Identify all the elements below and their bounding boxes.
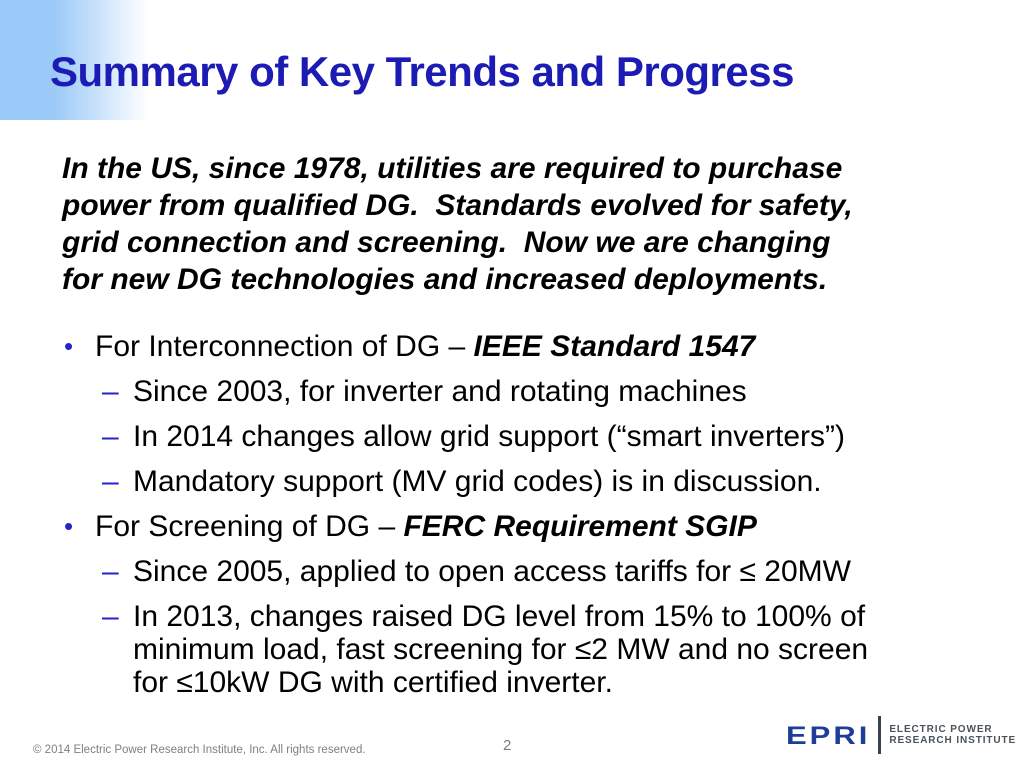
epri-wordmark-icon: EPRI bbox=[786, 720, 871, 750]
dash-icon: – bbox=[102, 555, 119, 588]
logo-tagline-line2: RESEARCH INSTITUTE bbox=[889, 735, 1017, 746]
sub-bullet-mandatory-support: – Mandatory support (MV grid codes) is in… bbox=[0, 465, 1024, 498]
sub-bullet-since-2003: – Since 2003, for inverter and rotating m… bbox=[0, 375, 1024, 408]
intro-paragraph: In the US, since 1978, utilities are req… bbox=[62, 150, 964, 298]
bullet-text: For Screening of DG – bbox=[95, 510, 404, 543]
sub-bullet-text-line: minimum load, fast screening for ≤2 MW a… bbox=[133, 633, 869, 666]
sub-bullet-2014-changes: – In 2014 changes allow grid support (“sm… bbox=[0, 420, 1024, 453]
intro-line: for new DG technologies and increased de… bbox=[62, 263, 828, 296]
dash-icon: – bbox=[102, 420, 119, 453]
sub-bullet-text: Mandatory support (MV grid codes) is in … bbox=[133, 465, 822, 498]
logo-divider bbox=[878, 716, 882, 754]
sub-bullet-text: In 2014 changes allow grid support (“sma… bbox=[133, 420, 845, 453]
intro-line: power from qualified DG. Standards evolv… bbox=[62, 189, 853, 222]
sub-bullet-since-2005: – Since 2005, applied to open access tari… bbox=[0, 555, 1024, 588]
page-number: 2 bbox=[503, 737, 512, 754]
intro-line: In the US, since 1978, utilities are req… bbox=[62, 152, 843, 185]
dash-icon: – bbox=[102, 375, 119, 408]
bullet-text: For Interconnection of DG – bbox=[95, 330, 474, 363]
dash-icon: – bbox=[102, 465, 119, 498]
bullet-list: • For Interconnection of DG – IEEE Standa… bbox=[0, 330, 1024, 699]
copyright-text: © 2014 Electric Power Research Institute… bbox=[33, 744, 366, 756]
dash-icon: – bbox=[102, 600, 119, 633]
bullet-emphasis: FERC Requirement SGIP bbox=[403, 510, 757, 543]
slide-body: In the US, since 1978, utilities are req… bbox=[0, 150, 1024, 711]
sub-bullet-text-line: for ≤10kW DG with certified inverter. bbox=[133, 666, 613, 699]
epri-logo: EPRI ELECTRIC POWER RESEARCH INSTITUTE bbox=[786, 712, 1016, 758]
bullet-emphasis: IEEE Standard 1547 bbox=[473, 330, 756, 363]
sub-bullet-text: Since 2005, applied to open access tarif… bbox=[133, 555, 851, 588]
sub-bullet-2013-changes: – In 2013, changes raised DG level from 1… bbox=[0, 600, 1024, 699]
title-band: Summary of Key Trends and Progress bbox=[0, 0, 1024, 120]
bullet-item-interconnection: • For Interconnection of DG – IEEE Standa… bbox=[0, 330, 1024, 363]
sub-bullet-text-line: In 2013, changes raised DG level from 15… bbox=[133, 600, 866, 633]
intro-line: grid connection and screening. Now we ar… bbox=[62, 226, 831, 259]
page-title: Summary of Key Trends and Progress bbox=[50, 48, 794, 95]
bullet-dot-icon: • bbox=[64, 511, 74, 541]
bullet-item-screening: • For Screening of DG – FERC Requirement … bbox=[0, 510, 1024, 543]
logo-tagline: ELECTRIC POWER RESEARCH INSTITUTE bbox=[889, 724, 1016, 747]
sub-bullet-text: Since 2003, for inverter and rotating ma… bbox=[133, 375, 747, 408]
bullet-dot-icon: • bbox=[64, 331, 74, 361]
logo-tagline-line1: ELECTRIC POWER bbox=[889, 723, 993, 735]
